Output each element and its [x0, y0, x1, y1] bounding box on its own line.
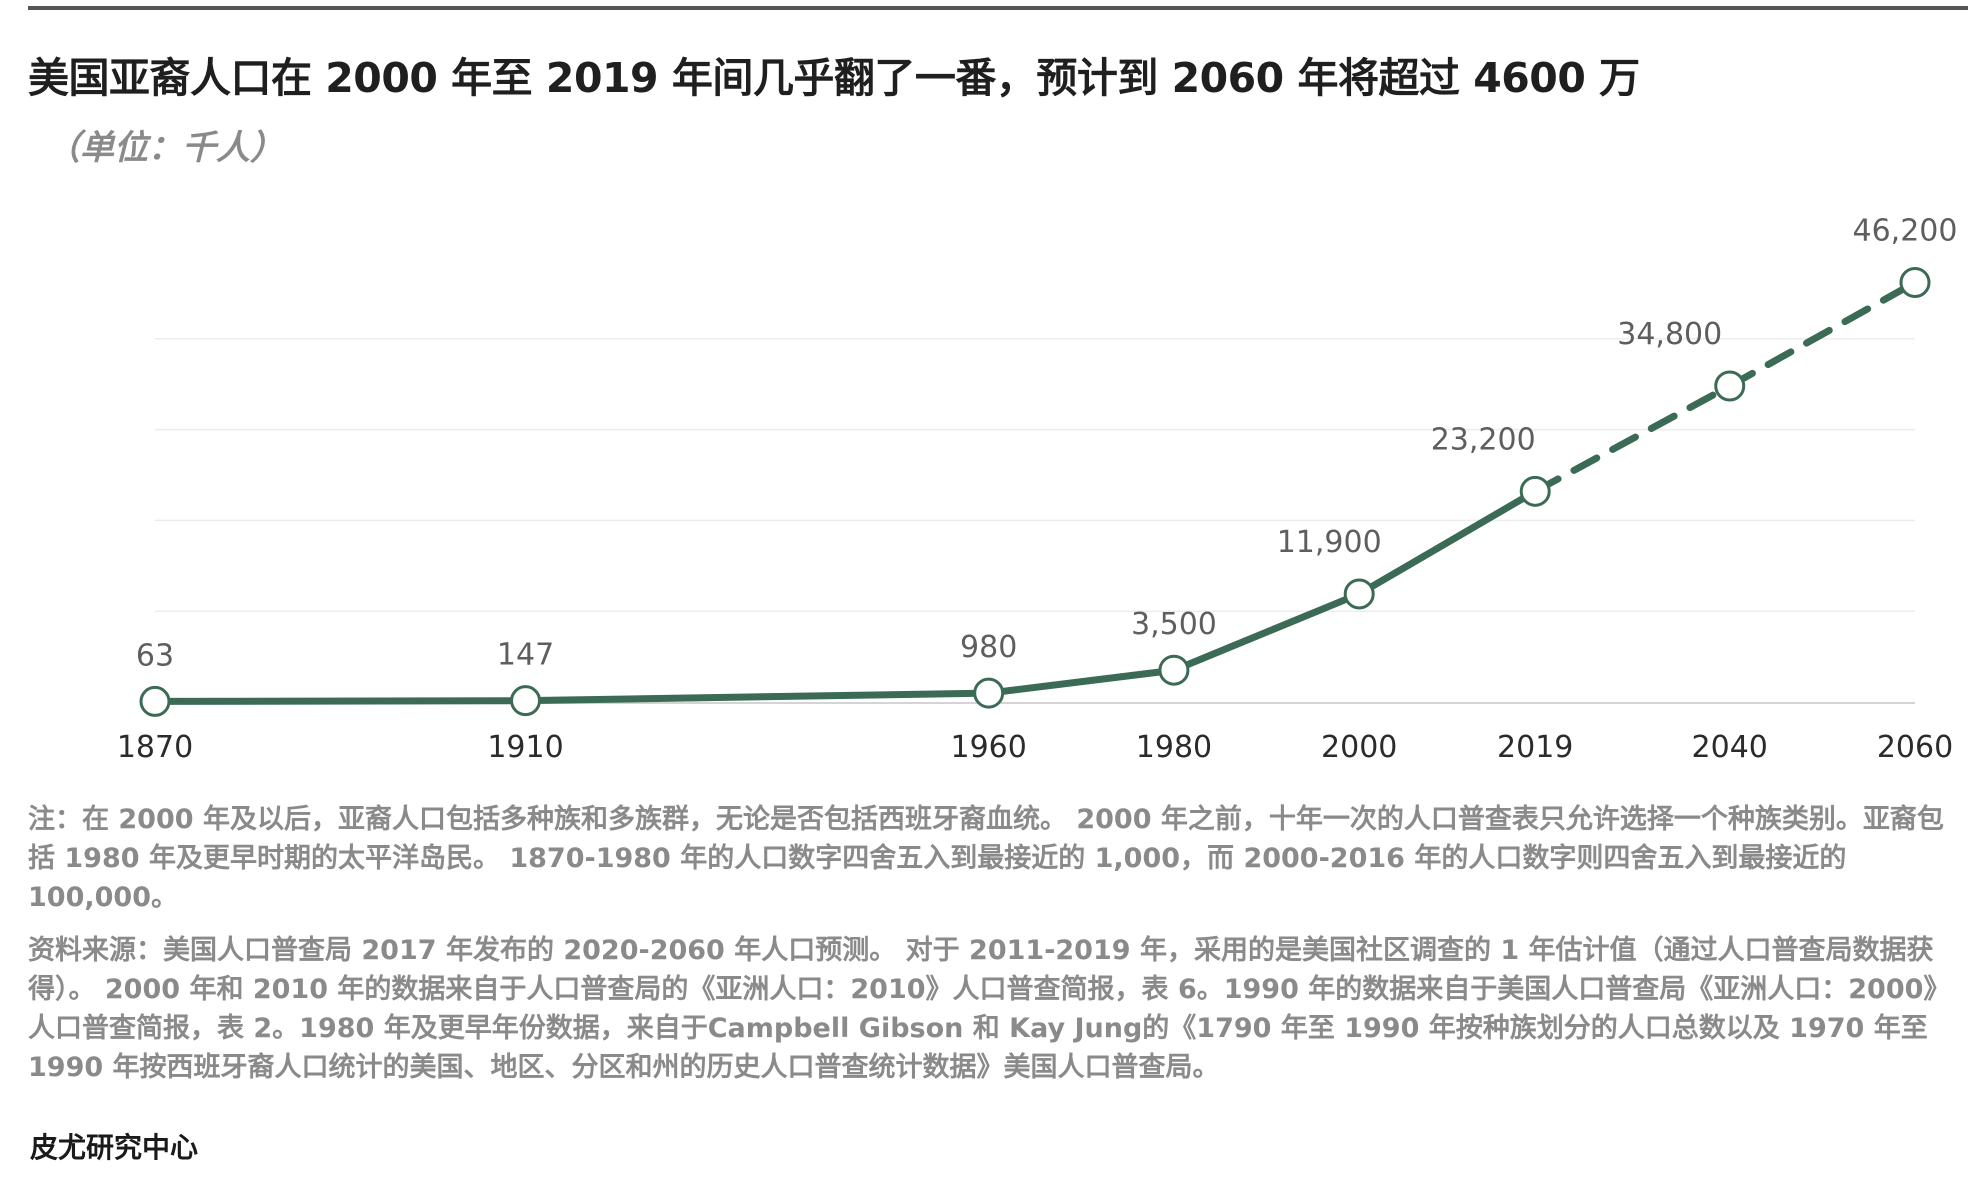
x-tick-label: 1910 — [487, 730, 563, 765]
x-tick-label: 2019 — [1497, 730, 1573, 765]
data-point — [973, 677, 1005, 709]
grid-lines — [155, 338, 1915, 612]
publisher-name: 皮尤研究中心 — [30, 1131, 199, 1164]
data-label: 46,200 — [1853, 214, 1958, 249]
x-tick-label: 2000 — [1321, 730, 1397, 765]
data-label: 3,500 — [1131, 607, 1217, 642]
projection-line-segment — [1531, 382, 1734, 495]
line-chart: 63 147 980 3,500 11,900 23,200 34,800 46,200 18… — [117, 214, 1958, 765]
data-labels: 63 147 980 3,500 11,900 23,200 34,800 46,200 — [136, 214, 1958, 674]
x-tick-label: 2060 — [1877, 730, 1953, 765]
x-tick-label: 1870 — [117, 730, 193, 765]
line-segment — [1355, 487, 1539, 598]
projection-line-segment — [1726, 279, 1919, 390]
top-rule — [28, 6, 1968, 10]
x-tick-label: 1960 — [951, 730, 1027, 765]
chart-title: 美国亚裔人口在 2000 年至 2019 年间几乎翻了一番，预计到 2060 年… — [28, 54, 1640, 102]
x-tick-label: 1980 — [1136, 730, 1212, 765]
x-tick-label: 2040 — [1692, 730, 1768, 765]
data-label: 23,200 — [1431, 422, 1536, 457]
line-segment — [151, 697, 530, 705]
data-label: 34,800 — [1617, 317, 1722, 352]
line-segment — [985, 666, 1178, 697]
data-point — [1343, 578, 1375, 610]
unit-label: （单位：千人） — [46, 128, 284, 168]
data-point — [1158, 654, 1190, 686]
data-label: 11,900 — [1277, 525, 1382, 560]
note-text: 注：在 2000 年及以后，亚裔人口包括多种族和多族群，无论是否包括西班牙裔血统… — [28, 804, 1944, 913]
data-point — [1519, 475, 1551, 507]
data-point — [1714, 370, 1746, 402]
data-markers — [139, 267, 1931, 717]
line-segment — [522, 689, 993, 705]
data-label: 147 — [497, 638, 554, 673]
source-text: 资料来源：美国人口普查局 2017 年发布的 2020-2060 年人口预测。 … — [28, 935, 1951, 1083]
data-label: 63 — [136, 638, 174, 673]
x-tick-labels: 1870 1910 1960 1980 2000 2019 2040 2060 — [117, 730, 1953, 765]
series-line — [151, 279, 1919, 705]
data-point — [510, 685, 542, 717]
data-label: 980 — [960, 630, 1017, 665]
chart-notes: 注：在 2000 年及以后，亚裔人口包括多种族和多族群，无论是否包括西班牙裔血统… — [28, 800, 1958, 1101]
line-segment — [1170, 590, 1363, 674]
data-point — [1899, 267, 1931, 299]
data-point — [139, 685, 171, 717]
